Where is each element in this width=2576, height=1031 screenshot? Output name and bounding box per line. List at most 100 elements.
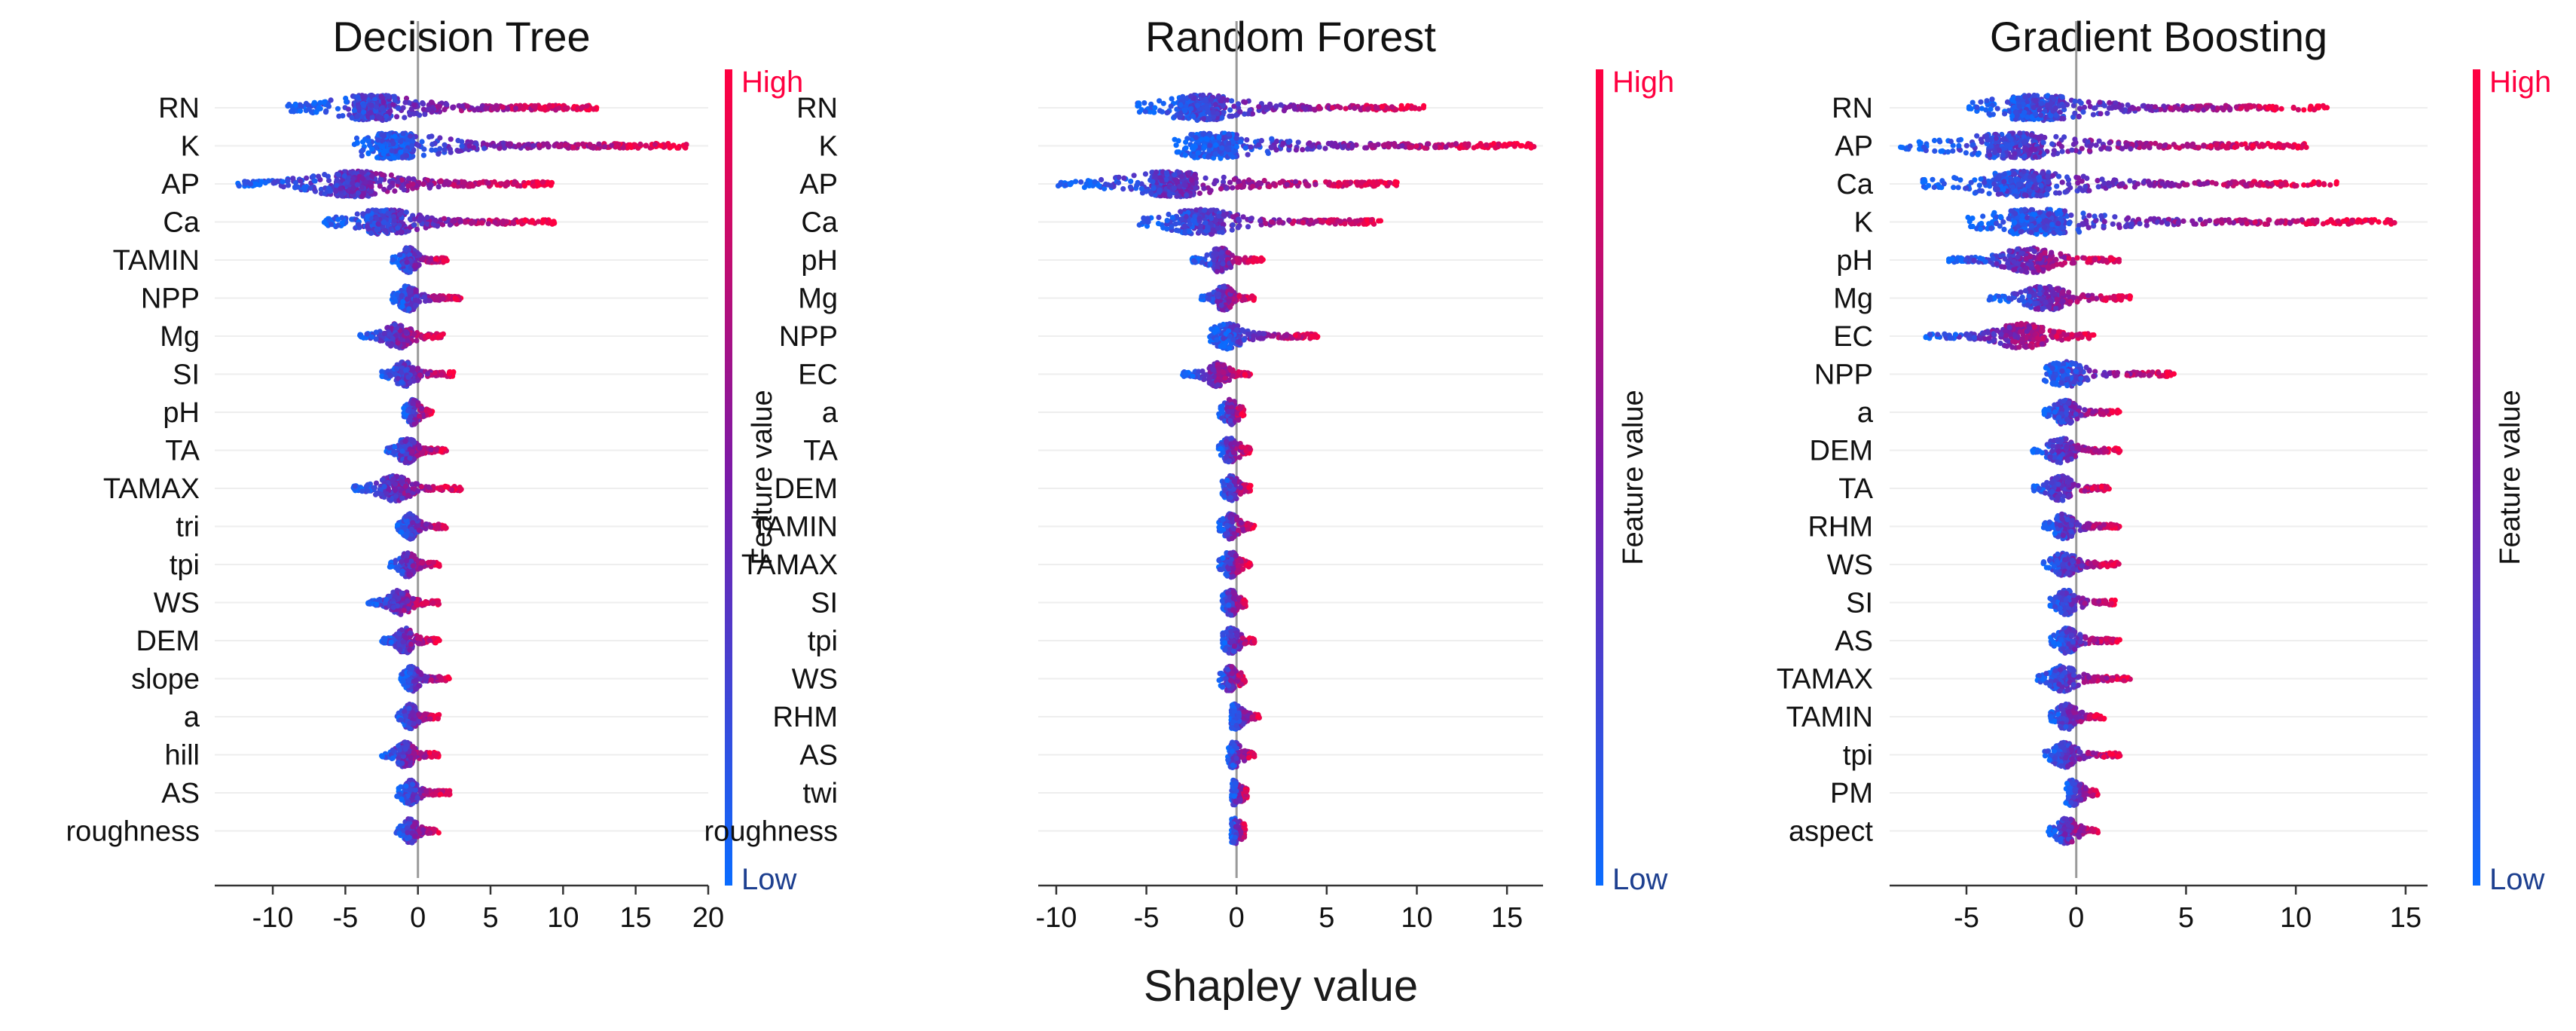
- beeswarm-point: [359, 194, 365, 200]
- beeswarm-point: [368, 102, 374, 109]
- beeswarm-point: [434, 525, 440, 531]
- beeswarm-point: [427, 716, 433, 722]
- beeswarm-point: [393, 366, 400, 372]
- beeswarm-point: [420, 152, 427, 158]
- beeswarm-point: [242, 179, 248, 185]
- beeswarm-point: [417, 565, 423, 571]
- beeswarm-point: [548, 182, 554, 188]
- beeswarm-point: [674, 145, 680, 151]
- beeswarm-point: [400, 298, 406, 305]
- beeswarm-point: [483, 106, 489, 112]
- beeswarm-point: [512, 179, 518, 185]
- beeswarm-point: [412, 787, 418, 793]
- beeswarm-point: [322, 191, 328, 197]
- beeswarm-point: [400, 130, 406, 136]
- beeswarm-point: [289, 108, 296, 114]
- beeswarm-point: [464, 103, 470, 109]
- feature-label: TAMAX: [103, 473, 200, 505]
- beeswarm-point: [402, 99, 408, 106]
- beeswarm-point: [429, 147, 435, 153]
- beeswarm-point: [383, 596, 390, 603]
- beeswarm-point: [412, 262, 418, 268]
- beeswarm-point: [359, 184, 365, 191]
- beeswarm-point: [374, 601, 380, 607]
- beeswarm-point: [441, 258, 448, 264]
- beeswarm-point: [403, 368, 409, 374]
- beeswarm-point: [356, 222, 362, 228]
- beeswarm-point: [430, 559, 437, 566]
- beeswarm-point: [419, 484, 425, 490]
- feature-label: TA: [165, 436, 200, 467]
- beeswarm-point: [435, 638, 442, 644]
- beeswarm-point: [396, 630, 402, 637]
- beeswarm-point: [236, 183, 242, 189]
- beeswarm-point: [408, 630, 414, 636]
- beeswarm-point: [511, 220, 517, 226]
- beeswarm-point: [374, 216, 380, 222]
- feature-label: pH: [163, 397, 200, 429]
- beeswarm-point: [377, 115, 383, 121]
- beeswarm-point: [380, 99, 387, 105]
- beeswarm-point: [290, 176, 296, 182]
- beeswarm-point: [387, 445, 393, 451]
- beeswarm-point: [562, 106, 568, 112]
- beeswarm-point: [406, 286, 412, 292]
- beeswarm-point: [426, 408, 433, 415]
- beeswarm-point: [357, 332, 363, 338]
- beeswarm-point: [485, 180, 491, 186]
- beeswarm-point: [422, 677, 428, 683]
- beeswarm-point: [424, 214, 430, 221]
- beeswarm-point: [415, 142, 422, 148]
- beeswarm-point: [399, 760, 405, 766]
- beeswarm-point: [459, 143, 465, 149]
- feature-label: WS: [154, 588, 200, 620]
- beeswarm-point: [377, 596, 383, 603]
- beeswarm-point: [311, 99, 317, 106]
- beeswarm-point: [399, 529, 405, 535]
- beeswarm-point: [351, 107, 357, 114]
- beeswarm-point: [390, 257, 396, 263]
- beeswarm-point: [437, 791, 444, 797]
- beeswarm-point: [365, 151, 371, 157]
- beeswarm-point: [399, 292, 405, 298]
- beeswarm-point: [413, 678, 419, 684]
- beeswarm-point: [445, 674, 451, 681]
- beeswarm-point: [477, 180, 483, 186]
- beeswarm-point: [433, 751, 439, 757]
- beeswarm-point: [410, 782, 416, 788]
- beeswarm-point: [403, 329, 409, 335]
- beeswarm-point: [411, 176, 417, 182]
- beeswarm-point: [411, 745, 417, 751]
- beeswarm-point: [492, 219, 498, 225]
- beeswarm-point: [518, 219, 524, 225]
- beeswarm-point: [399, 796, 405, 802]
- beeswarm-point: [652, 142, 659, 148]
- beeswarm-point: [359, 153, 365, 159]
- beeswarm-point: [503, 219, 509, 225]
- beeswarm-point: [497, 145, 503, 151]
- beeswarm-point: [397, 252, 403, 258]
- beeswarm-point: [432, 217, 439, 223]
- feature-label: K: [181, 131, 200, 163]
- beeswarm-point: [285, 178, 291, 184]
- beeswarm-point: [360, 147, 366, 153]
- beeswarm-point: [411, 439, 417, 445]
- beeswarm-point: [479, 220, 485, 226]
- beeswarm-point: [437, 486, 443, 493]
- beeswarm-point: [420, 450, 426, 456]
- beeswarm-point: [310, 173, 316, 179]
- beeswarm-point: [365, 482, 371, 488]
- beeswarm-point: [436, 103, 443, 109]
- beeswarm-point: [391, 217, 397, 224]
- beeswarm-point: [448, 136, 454, 142]
- feature-label: slope: [131, 664, 200, 696]
- beeswarm-point: [338, 192, 344, 198]
- beeswarm-point: [405, 598, 411, 604]
- beeswarm-point: [394, 565, 400, 571]
- beeswarm-point: [562, 142, 568, 148]
- beeswarm-point: [405, 492, 411, 499]
- beeswarm-point: [426, 638, 432, 644]
- beeswarm-point: [405, 550, 411, 557]
- panel-title: Decision Tree: [332, 13, 590, 60]
- beeswarm-point: [405, 799, 411, 805]
